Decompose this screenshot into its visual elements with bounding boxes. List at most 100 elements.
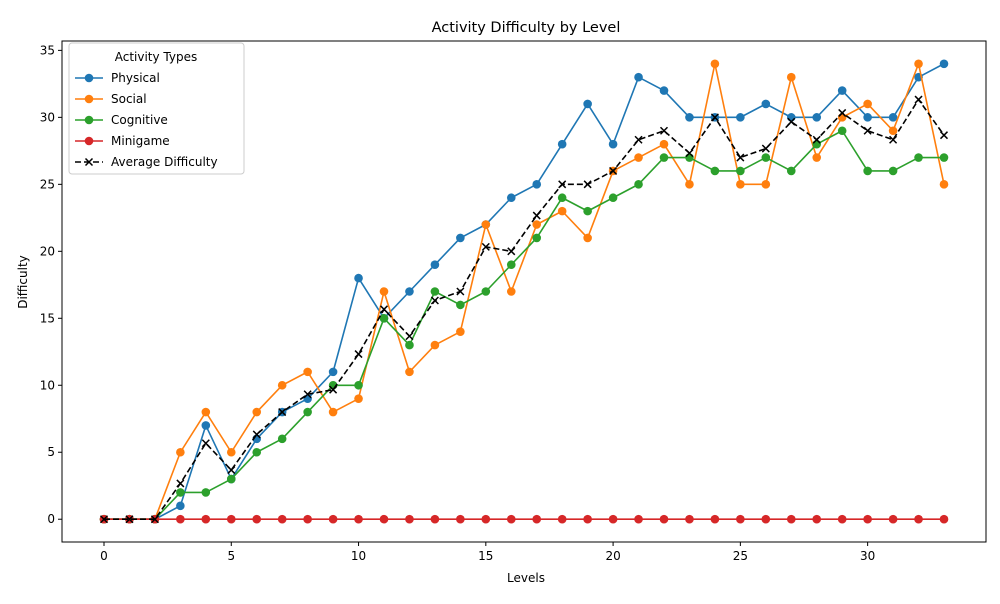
y-tick-label: 15 (40, 311, 55, 325)
data-point-average-difficulty (761, 144, 770, 153)
data-point-physical (354, 273, 363, 283)
legend: Activity Types Physical Social Cognitive Mi… (68, 42, 245, 175)
data-point-cognitive (557, 193, 567, 203)
data-point-physical (837, 86, 847, 95)
data-point-social (506, 287, 516, 296)
data-point-social (786, 72, 796, 82)
data-point-minigame (761, 514, 771, 524)
data-point-physical (430, 260, 440, 270)
data-point-average-difficulty (532, 211, 541, 220)
series-social (99, 59, 949, 524)
data-point-average-difficulty (405, 332, 414, 341)
data-point-minigame (532, 514, 542, 524)
data-point-social (252, 407, 262, 417)
data-point-social (176, 447, 185, 457)
x-tick-label: 10 (351, 549, 366, 563)
legend-entry-minigame: Minigame (75, 134, 170, 148)
legend-label-social: Social (111, 92, 147, 106)
data-point-cognitive (685, 153, 694, 162)
series-line-cognitive (104, 129, 944, 521)
data-point-social (226, 447, 236, 457)
legend-label-minigame: Minigame (111, 134, 170, 148)
data-point-average-difficulty (430, 296, 439, 305)
data-point-social (379, 287, 389, 296)
data-point-social (736, 180, 745, 189)
series-average-difficulty (99, 95, 949, 524)
legend-marker-physical (84, 73, 94, 83)
data-point-average-difficulty (329, 385, 338, 394)
data-point-minigame (303, 514, 312, 524)
chart-title: Activity Difficulty by Level (432, 20, 621, 36)
data-point-minigame (812, 514, 822, 524)
x-tick-label: 15 (478, 549, 493, 563)
data-point-minigame (354, 514, 363, 524)
data-point-physical (786, 113, 796, 122)
data-point-social (456, 327, 465, 336)
data-point-physical (939, 59, 949, 69)
y-tick-label: 35 (40, 43, 55, 57)
data-point-cognitive (736, 166, 745, 176)
data-point-cognitive (608, 193, 618, 203)
data-point-physical (506, 193, 516, 203)
data-point-minigame (710, 514, 720, 524)
legend-entry-social: Social (75, 92, 147, 106)
data-point-minigame (506, 514, 516, 524)
data-point-average-difficulty (939, 131, 949, 140)
legend-label-physical: Physical (111, 71, 160, 85)
y-tick-label: 20 (40, 244, 55, 258)
data-point-social (710, 59, 720, 69)
data-point-cognitive (481, 287, 491, 296)
data-point-physical (201, 421, 211, 430)
data-point-cognitive (354, 380, 363, 390)
data-point-social (634, 153, 643, 162)
data-point-cognitive (812, 139, 822, 149)
data-point-physical (557, 139, 567, 149)
data-point-physical (608, 139, 618, 149)
legend-marker-minigame (84, 136, 94, 146)
data-point-physical (456, 233, 465, 243)
data-point-social (888, 126, 898, 136)
y-tick-label: 10 (40, 378, 55, 392)
data-point-social (863, 99, 872, 109)
data-point-social (328, 407, 338, 417)
data-point-minigame (837, 514, 847, 524)
data-point-social (761, 180, 771, 189)
data-point-cognitive (303, 407, 312, 417)
data-point-cognitive (939, 153, 949, 162)
data-point-cognitive (583, 206, 592, 216)
data-point-average-difficulty (252, 430, 261, 439)
data-point-cognitive (710, 166, 720, 176)
data-point-cognitive (786, 166, 796, 176)
data-point-physical (328, 367, 338, 377)
data-point-physical (532, 180, 542, 189)
data-point-cognitive (277, 434, 287, 444)
data-point-average-difficulty (863, 126, 872, 135)
data-point-social (557, 206, 567, 216)
data-point-physical (736, 113, 745, 122)
data-point-social (532, 220, 542, 229)
x-tick-label: 20 (605, 549, 620, 563)
data-point-minigame (405, 514, 414, 524)
data-point-average-difficulty (99, 515, 109, 524)
data-point-minigame (430, 514, 440, 524)
data-point-average-difficulty (456, 287, 465, 296)
data-point-physical (659, 86, 669, 95)
data-point-social (939, 180, 949, 189)
data-point-average-difficulty (278, 408, 287, 417)
data-point-social (201, 407, 211, 417)
data-point-social (277, 380, 287, 390)
series-cognitive (99, 126, 949, 524)
data-point-physical (812, 113, 822, 122)
data-point-physical (761, 99, 771, 109)
data-point-minigame (939, 514, 949, 524)
data-point-average-difficulty (176, 479, 185, 488)
data-point-social (481, 220, 491, 229)
data-point-average-difficulty (914, 95, 923, 104)
data-point-minigame (786, 514, 796, 524)
data-point-minigame (379, 514, 389, 524)
legend-label-cognitive: Cognitive (111, 113, 168, 127)
series-line-social (104, 62, 945, 521)
data-point-average-difficulty (889, 135, 898, 144)
data-point-minigame (736, 514, 745, 524)
